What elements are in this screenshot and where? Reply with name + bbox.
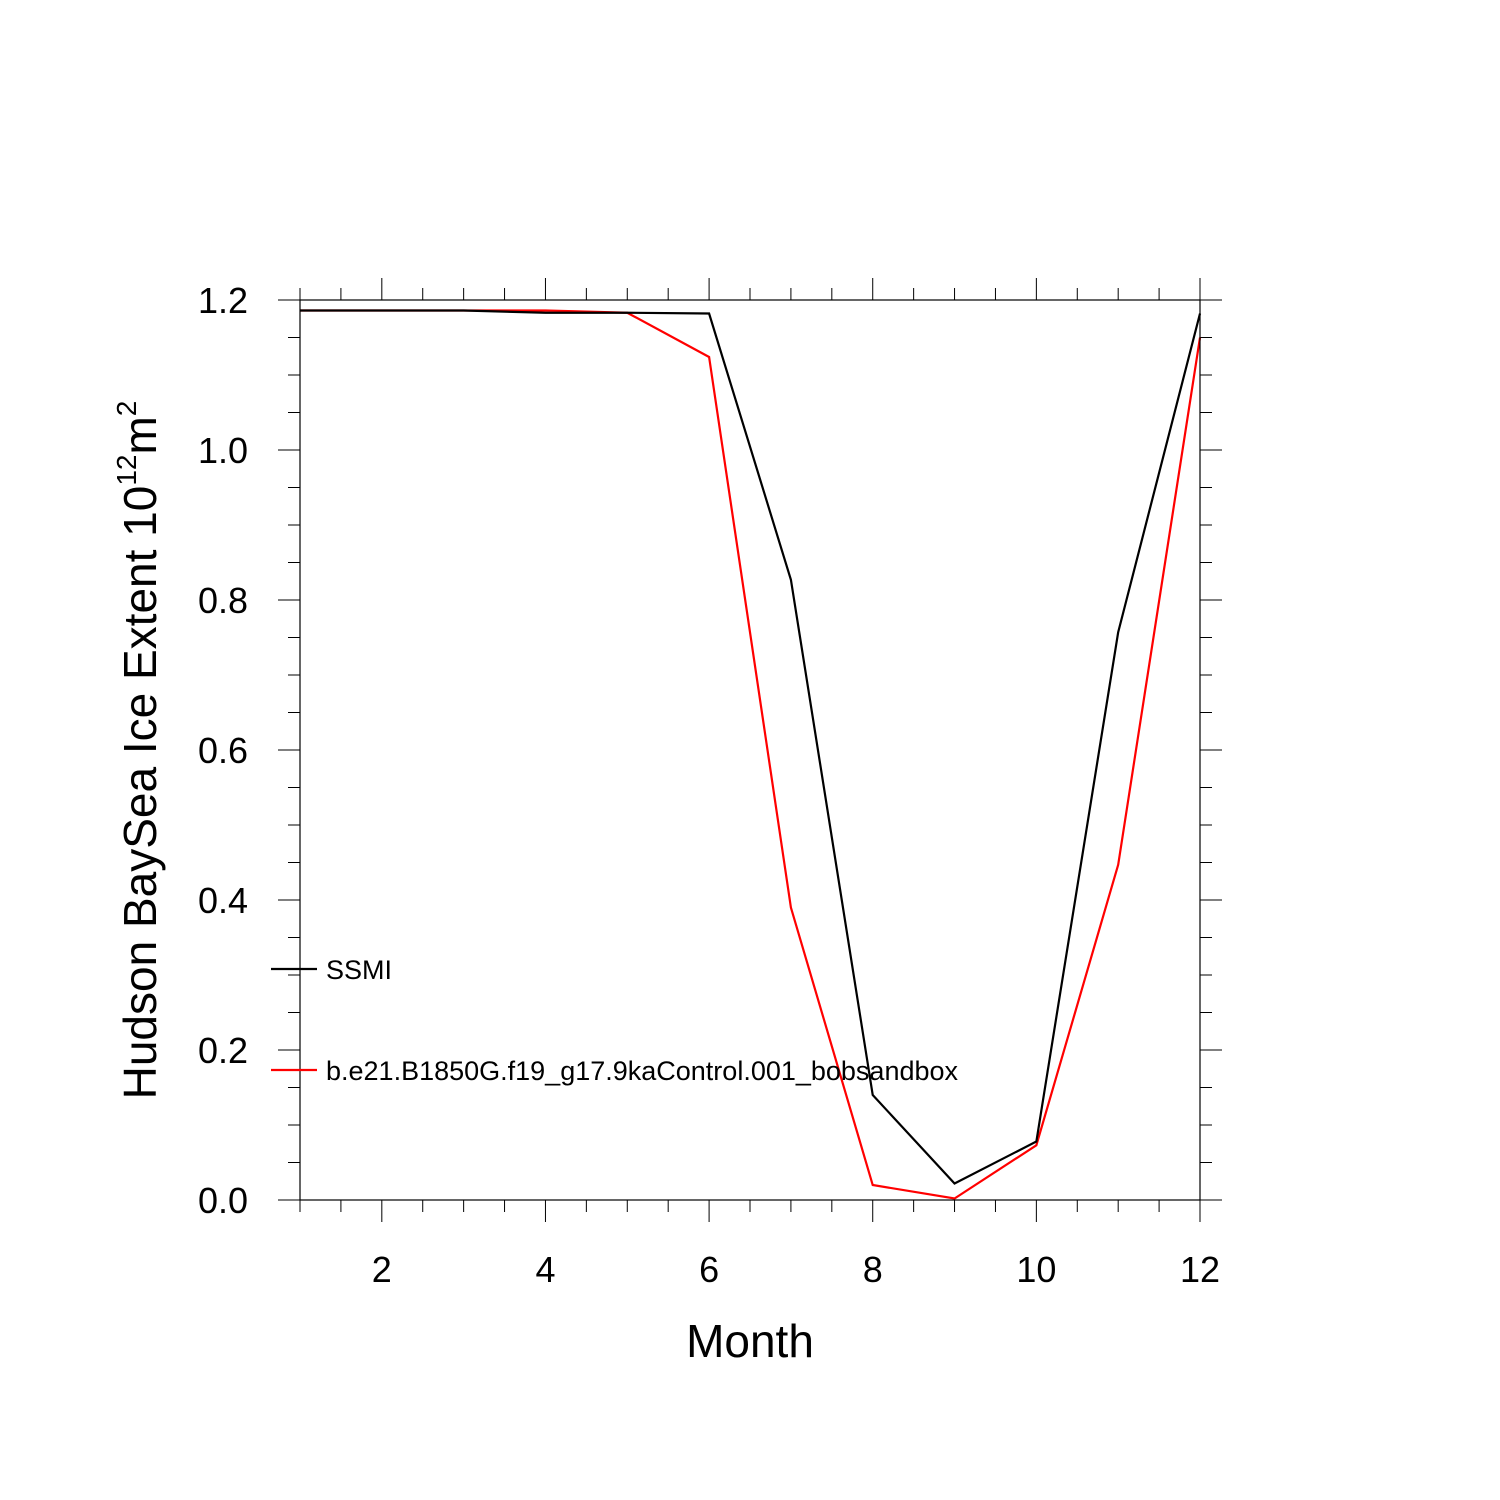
y-tick-label: 0.4 bbox=[198, 880, 248, 921]
y-tick-label: 0.6 bbox=[198, 730, 248, 771]
y-tick-label: 0.0 bbox=[198, 1180, 248, 1221]
series-layer bbox=[300, 309, 1202, 1200]
major-ticks bbox=[278, 278, 1222, 1222]
legend-label: SSMI bbox=[326, 955, 392, 985]
x-tick-label: 6 bbox=[699, 1249, 719, 1290]
y-axis-title: Hudson BaySea Ice Extent 1012m2 bbox=[111, 401, 166, 1100]
x-tick-labels: 2 4 6 8 10 12 bbox=[372, 1249, 1220, 1290]
minor-ticks bbox=[288, 288, 1212, 1212]
legend: SSMI b.e21.B1850G.f19_g17.9kaControl.001_… bbox=[271, 955, 959, 1086]
series-line-ssmi bbox=[300, 309, 1202, 1185]
x-tick-label: 10 bbox=[1016, 1249, 1056, 1290]
y-axis-title-exponent: 12 bbox=[111, 455, 142, 486]
y-axis-title-unit: m bbox=[114, 416, 166, 454]
legend-label: b.e21.B1850G.f19_g17.9kaControl.001_bobs… bbox=[326, 1056, 959, 1086]
y-axis-title-unit-exponent: 2 bbox=[111, 401, 142, 417]
plot-frame bbox=[299, 299, 1201, 1201]
y-tick-label: 0.2 bbox=[198, 1030, 248, 1071]
y-tick-labels: 0.0 0.2 0.4 0.6 0.8 1.0 1.2 bbox=[198, 280, 248, 1221]
x-tick-label: 4 bbox=[535, 1249, 555, 1290]
x-tick-label: 2 bbox=[372, 1249, 392, 1290]
y-tick-label: 1.2 bbox=[198, 280, 248, 321]
x-tick-label: 12 bbox=[1180, 1249, 1220, 1290]
x-tick-label: 8 bbox=[863, 1249, 883, 1290]
x-axis-title: Month bbox=[686, 1315, 814, 1367]
y-tick-label: 1.0 bbox=[198, 430, 248, 471]
y-axis-title-text: Hudson BaySea Ice Extent 10 bbox=[114, 486, 166, 1100]
y-tick-label: 0.8 bbox=[198, 580, 248, 621]
